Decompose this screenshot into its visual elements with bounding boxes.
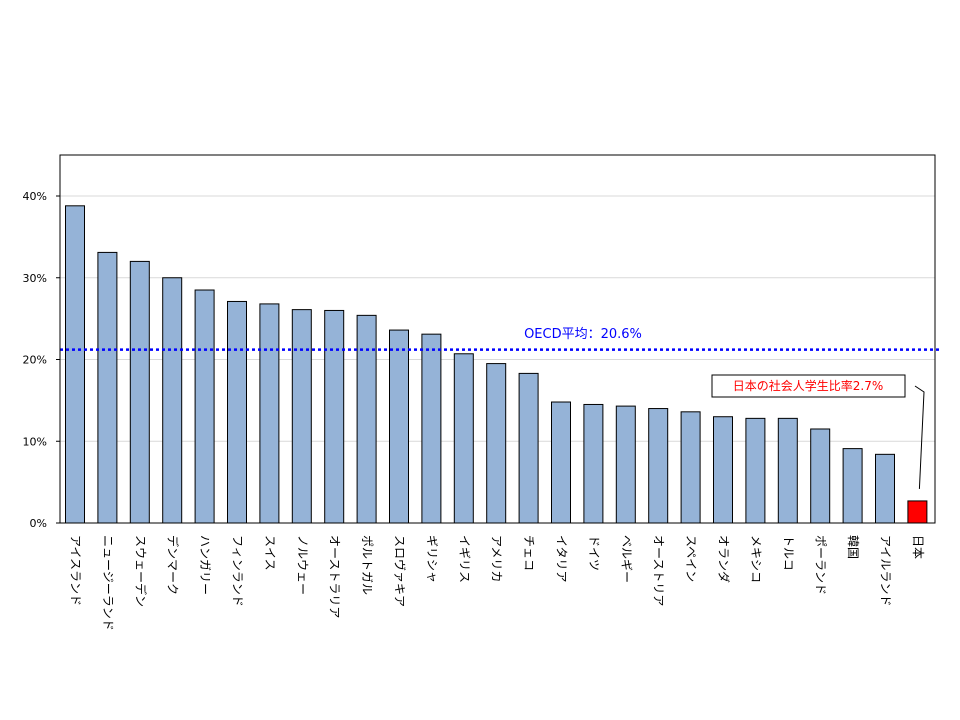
bar <box>842 448 863 524</box>
callout-text: 日本の社会人学生比率2.7% <box>733 378 884 393</box>
x-category-label: ギリシャ <box>425 535 439 583</box>
x-category-label: オーストリア <box>652 535 666 606</box>
bar <box>615 405 636 524</box>
bar <box>389 329 409 524</box>
bar <box>648 408 669 524</box>
y-tick-label: 10% <box>23 435 47 448</box>
bar <box>194 289 215 524</box>
bars <box>65 205 928 524</box>
x-category-label: ドイツ <box>587 535 601 571</box>
x-category-label: 韓国 <box>846 535 860 559</box>
bar <box>129 260 150 524</box>
bar <box>518 372 539 524</box>
bar <box>65 205 85 524</box>
x-category-label: イギリス <box>457 535 471 583</box>
annotation-callout: 日本の社会人学生比率2.7% <box>711 374 925 489</box>
y-tick-label: 20% <box>23 354 47 367</box>
x-category-label: メキシコ <box>749 535 763 583</box>
y-tick-label: 40% <box>23 190 47 203</box>
bar <box>745 417 766 524</box>
x-category-label: ハンガリー <box>198 535 212 595</box>
bar <box>680 411 701 524</box>
callout-leader-line <box>914 385 925 489</box>
y-tick-labels: 0% 10% 20% 30% 40% <box>23 190 60 530</box>
x-category-label: デンマーク <box>166 535 181 595</box>
x-category-label: スウェーデン <box>133 535 148 607</box>
bar <box>810 428 831 524</box>
bar <box>162 277 183 524</box>
x-category-label: 日本 <box>911 535 925 559</box>
bar <box>551 401 571 524</box>
x-category-label: フィンランド <box>231 535 245 607</box>
x-category-label: オーストラリア <box>328 535 342 618</box>
x-category-label: ベルギー <box>619 535 633 583</box>
bar <box>259 303 280 524</box>
x-category-label: チェコ <box>522 535 536 571</box>
x-category-label: ポルトガル <box>360 535 374 595</box>
bar <box>356 314 377 524</box>
oecd-average-label: OECD平均：20.6% <box>524 327 642 342</box>
bar <box>324 309 345 524</box>
x-category-label: イタリア <box>555 535 569 583</box>
bar <box>713 416 733 524</box>
average-line-group: OECD平均：20.6% <box>60 327 942 351</box>
plot-frame <box>59 154 936 524</box>
y-tick-label: 30% <box>23 272 47 285</box>
bar <box>486 363 507 524</box>
bar <box>777 417 798 524</box>
x-category-label: スロヴァキア <box>393 535 408 607</box>
bar <box>421 333 442 524</box>
y-tick-label: 0% <box>30 517 47 530</box>
bar <box>907 500 928 524</box>
x-category-label: アイルランド <box>879 535 893 606</box>
x-category-label: オランダ <box>717 535 732 583</box>
x-category-label: ニュージーランド <box>101 535 115 631</box>
bar <box>453 353 474 524</box>
x-category-labels: アイスランド ニュージーランド スウェーデン デンマーク ハンガリー フィンランド スイス ノ… <box>69 535 925 631</box>
x-category-label: ノルウェー <box>295 535 309 595</box>
x-category-label: トルコ <box>781 535 795 571</box>
bar <box>97 251 118 524</box>
x-category-label: ポーランド <box>814 535 828 595</box>
bar <box>875 453 895 524</box>
x-category-label: アイスランド <box>69 535 83 606</box>
x-category-label: アメリカ <box>490 535 504 582</box>
x-category-label: スペイン <box>684 535 698 582</box>
x-category-label: スイス <box>263 535 277 571</box>
bar <box>227 300 247 524</box>
bar <box>583 403 604 524</box>
callout-box <box>711 374 906 398</box>
bar <box>291 309 312 524</box>
